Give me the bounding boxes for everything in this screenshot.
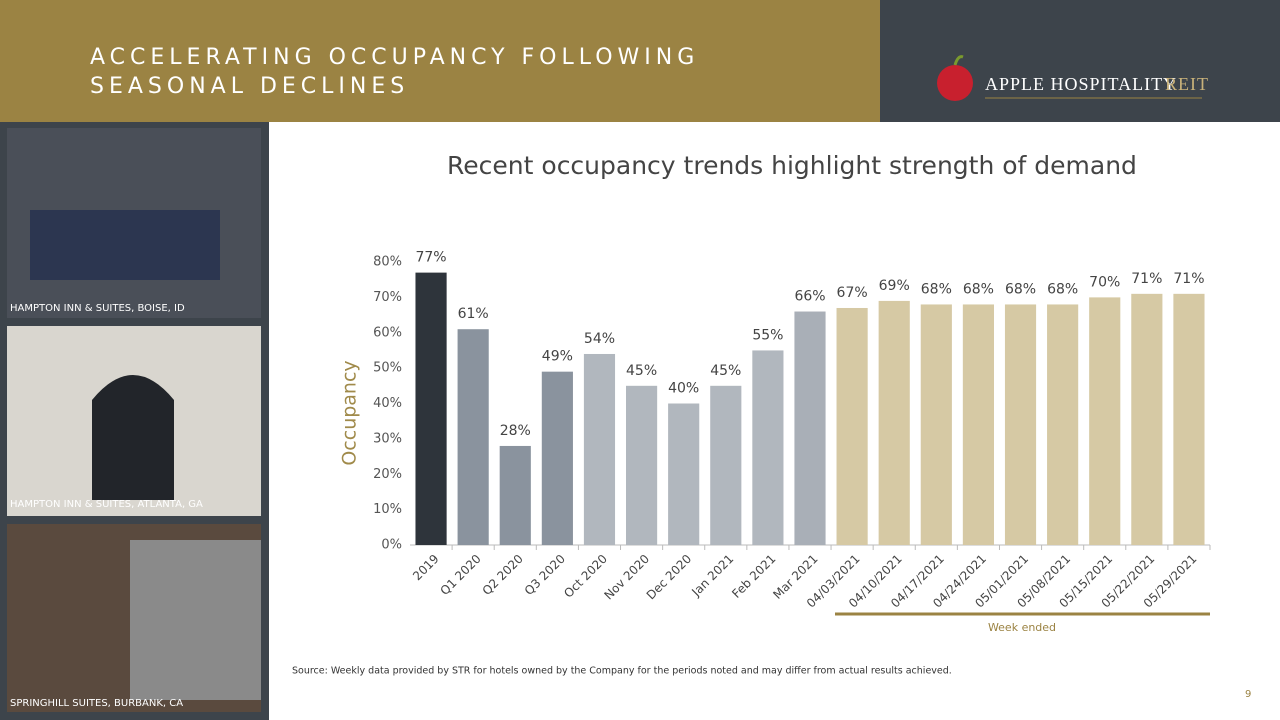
photo-detail bbox=[130, 540, 261, 700]
value-label: 71% bbox=[1173, 271, 1204, 287]
value-label: 71% bbox=[1131, 271, 1162, 287]
value-label: 69% bbox=[879, 278, 910, 294]
value-label: 54% bbox=[584, 331, 615, 347]
bar bbox=[457, 329, 489, 545]
annotation: Week ended bbox=[988, 621, 1056, 634]
logo-name: APPLE HOSPITALITY bbox=[985, 74, 1177, 94]
bar bbox=[1131, 293, 1163, 545]
photo-detail bbox=[92, 375, 174, 500]
bar bbox=[541, 371, 573, 545]
photo-caption: HAMPTON INN & SUITES, BOISE, ID bbox=[10, 303, 185, 314]
value-label: 68% bbox=[1005, 281, 1036, 297]
logo-apple bbox=[937, 65, 973, 101]
y-tick-label: 80% bbox=[373, 255, 402, 270]
bar bbox=[626, 385, 658, 545]
y-tick-label: 20% bbox=[373, 467, 402, 482]
value-label: 77% bbox=[415, 250, 446, 266]
value-label: 45% bbox=[626, 363, 657, 379]
value-label: 68% bbox=[963, 281, 994, 297]
y-axis-label: Occupancy bbox=[339, 360, 361, 465]
bar bbox=[752, 350, 784, 545]
photo-detail bbox=[30, 210, 220, 280]
value-label: 68% bbox=[1047, 281, 1078, 297]
bar bbox=[668, 403, 700, 545]
value-label: 55% bbox=[752, 327, 783, 343]
value-label: 45% bbox=[710, 363, 741, 379]
logo-suffix: REIT bbox=[1165, 74, 1209, 94]
y-tick-label: 50% bbox=[373, 361, 402, 376]
logo-band bbox=[880, 0, 1280, 122]
slide-title: ACCELERATING OCCUPANCY FOLLOWING bbox=[90, 45, 699, 70]
value-label: 49% bbox=[542, 349, 573, 365]
header-band bbox=[0, 0, 880, 122]
bar bbox=[499, 445, 531, 545]
bar bbox=[1004, 304, 1037, 545]
bar bbox=[710, 385, 742, 545]
y-tick-label: 30% bbox=[373, 431, 402, 446]
bar bbox=[794, 311, 826, 545]
photo-caption: SPRINGHILL SUITES, BURBANK, CA bbox=[10, 698, 183, 709]
bar bbox=[836, 307, 868, 545]
value-label: 66% bbox=[794, 289, 825, 305]
y-tick-label: 10% bbox=[373, 502, 402, 517]
photo-caption: HAMPTON INN & SUITES, ATLANTA, GA bbox=[10, 499, 203, 510]
y-tick-label: 0% bbox=[381, 538, 402, 553]
value-label: 70% bbox=[1089, 274, 1120, 290]
bar bbox=[878, 300, 910, 545]
y-tick-label: 60% bbox=[373, 325, 402, 340]
value-label: 67% bbox=[837, 285, 868, 301]
logo-stem bbox=[953, 55, 964, 66]
value-label: 61% bbox=[458, 306, 489, 322]
bar bbox=[920, 304, 952, 545]
slide-title: SEASONAL DECLINES bbox=[90, 74, 409, 99]
chart-title: Recent occupancy trends highlight streng… bbox=[447, 151, 1137, 180]
bar bbox=[583, 353, 616, 545]
page-number: 9 bbox=[1245, 689, 1251, 700]
bar bbox=[1173, 293, 1205, 545]
value-label: 40% bbox=[668, 381, 699, 397]
bar bbox=[1089, 297, 1121, 545]
bar bbox=[962, 304, 994, 545]
bar bbox=[415, 272, 447, 545]
bar bbox=[1047, 304, 1079, 545]
value-label: 68% bbox=[921, 281, 952, 297]
y-tick-label: 40% bbox=[373, 396, 402, 411]
logo: APPLE HOSPITALITY REIT bbox=[937, 55, 1209, 101]
value-label: 28% bbox=[500, 423, 531, 439]
y-tick-label: 70% bbox=[373, 290, 402, 305]
source-note: Source: Weekly data provided by STR for … bbox=[292, 666, 952, 677]
